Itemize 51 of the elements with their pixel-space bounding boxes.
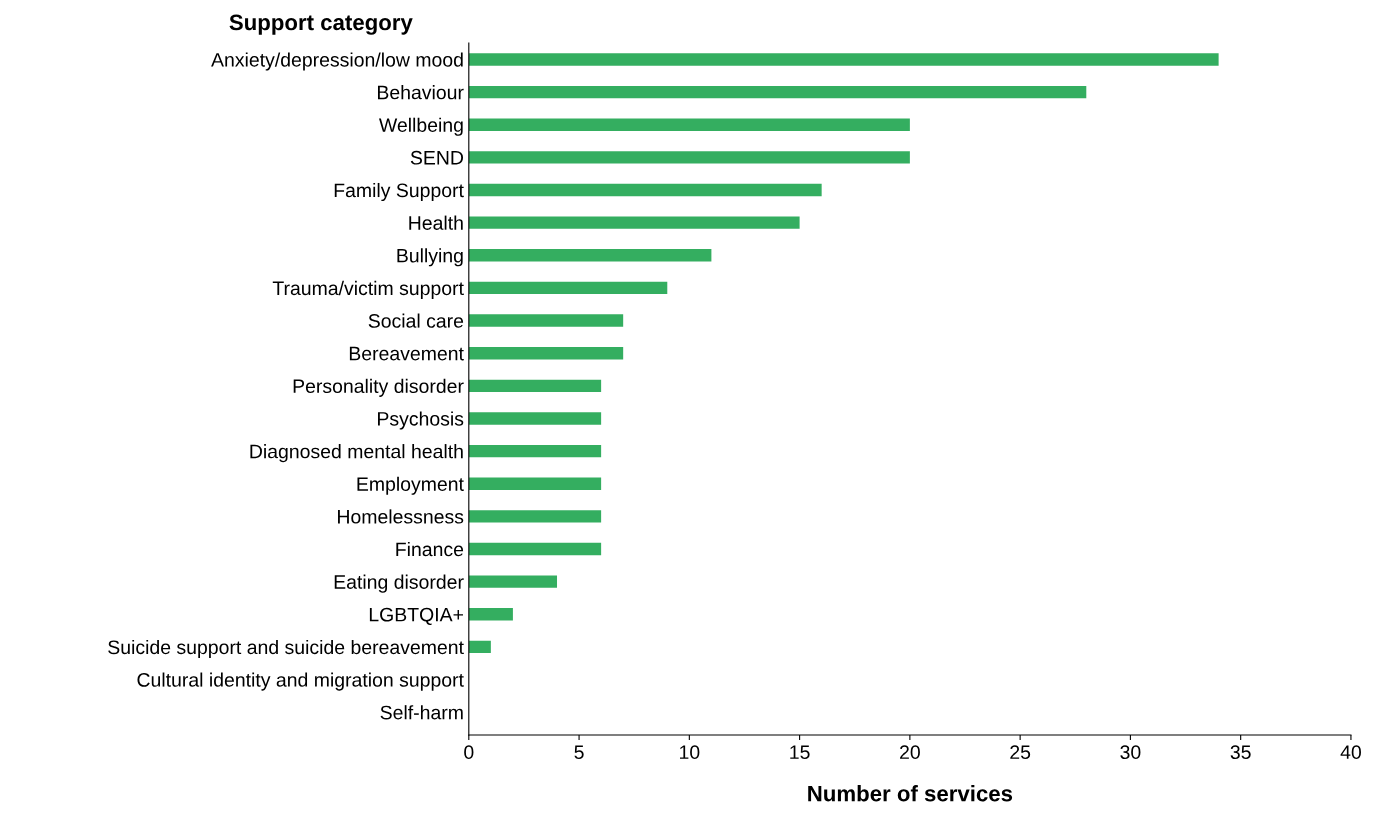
- bar: [468, 314, 624, 327]
- y-tick-label: Cultural identity and migration support: [137, 672, 464, 691]
- bar: [468, 412, 602, 425]
- y-tick-label: Psychosis: [378, 411, 464, 430]
- x-tick-label: 30: [1120, 745, 1141, 760]
- bar: [468, 53, 1219, 66]
- x-tick-label: 40: [1340, 745, 1361, 760]
- x-tick-label: 20: [900, 745, 920, 760]
- y-tick-label: Self-harm: [380, 705, 463, 720]
- x-tick-label: 35: [1230, 745, 1251, 760]
- x-tick-label: 15: [790, 745, 810, 760]
- bar: [468, 151, 910, 164]
- bar: [468, 249, 712, 262]
- y-tick-label: Eating disorder: [334, 574, 464, 593]
- y-tick-label: Family Support: [334, 182, 464, 202]
- y-tick-label: Employment: [357, 476, 464, 495]
- bar: [468, 510, 602, 523]
- bar: [468, 216, 800, 229]
- bar: [468, 346, 624, 360]
- bar: [468, 477, 602, 490]
- y-tick-label: Health: [409, 215, 463, 230]
- y-tick-label: Trauma/victim support: [272, 280, 464, 299]
- x-tick-label: 10: [680, 745, 700, 760]
- y-tick-label: Anxiety/depression/low mood: [211, 52, 463, 71]
- bar: [468, 281, 668, 295]
- y-tick-label: Homelessness: [338, 509, 464, 524]
- y-tick-label: Wellbeing: [378, 117, 463, 136]
- bar: [468, 118, 910, 131]
- bar: [468, 608, 513, 621]
- y-tick-label: Suicide support and suicide bereavement: [108, 639, 464, 658]
- y-tick-label: Social care: [368, 313, 464, 328]
- bar: [468, 575, 558, 588]
- x-tick-label: 25: [1010, 745, 1031, 760]
- bar: [468, 183, 822, 197]
- x-tick-label: 5: [574, 745, 584, 760]
- y-tick-label: Personality disorder: [293, 378, 464, 397]
- y-tick-label: LGBTQIA+: [369, 607, 463, 625]
- y-tick-label: Bereavement: [349, 346, 464, 361]
- y-tick-label: Finance: [396, 541, 464, 557]
- y-tick-label: Behaviour: [377, 85, 464, 100]
- bar: [468, 444, 602, 458]
- bar: [468, 640, 491, 654]
- y-axis-title: Support category: [229, 14, 413, 35]
- bar: [468, 85, 1087, 99]
- y-tick-label: Diagnosed mental health: [250, 444, 463, 463]
- bar: [468, 542, 602, 556]
- y-tick-label: Bullying: [397, 248, 463, 267]
- y-tick-label: SEND: [410, 150, 464, 165]
- bar: [468, 379, 602, 393]
- x-axis-title: Number of services: [808, 785, 1013, 802]
- x-tick-label: 0: [464, 745, 474, 760]
